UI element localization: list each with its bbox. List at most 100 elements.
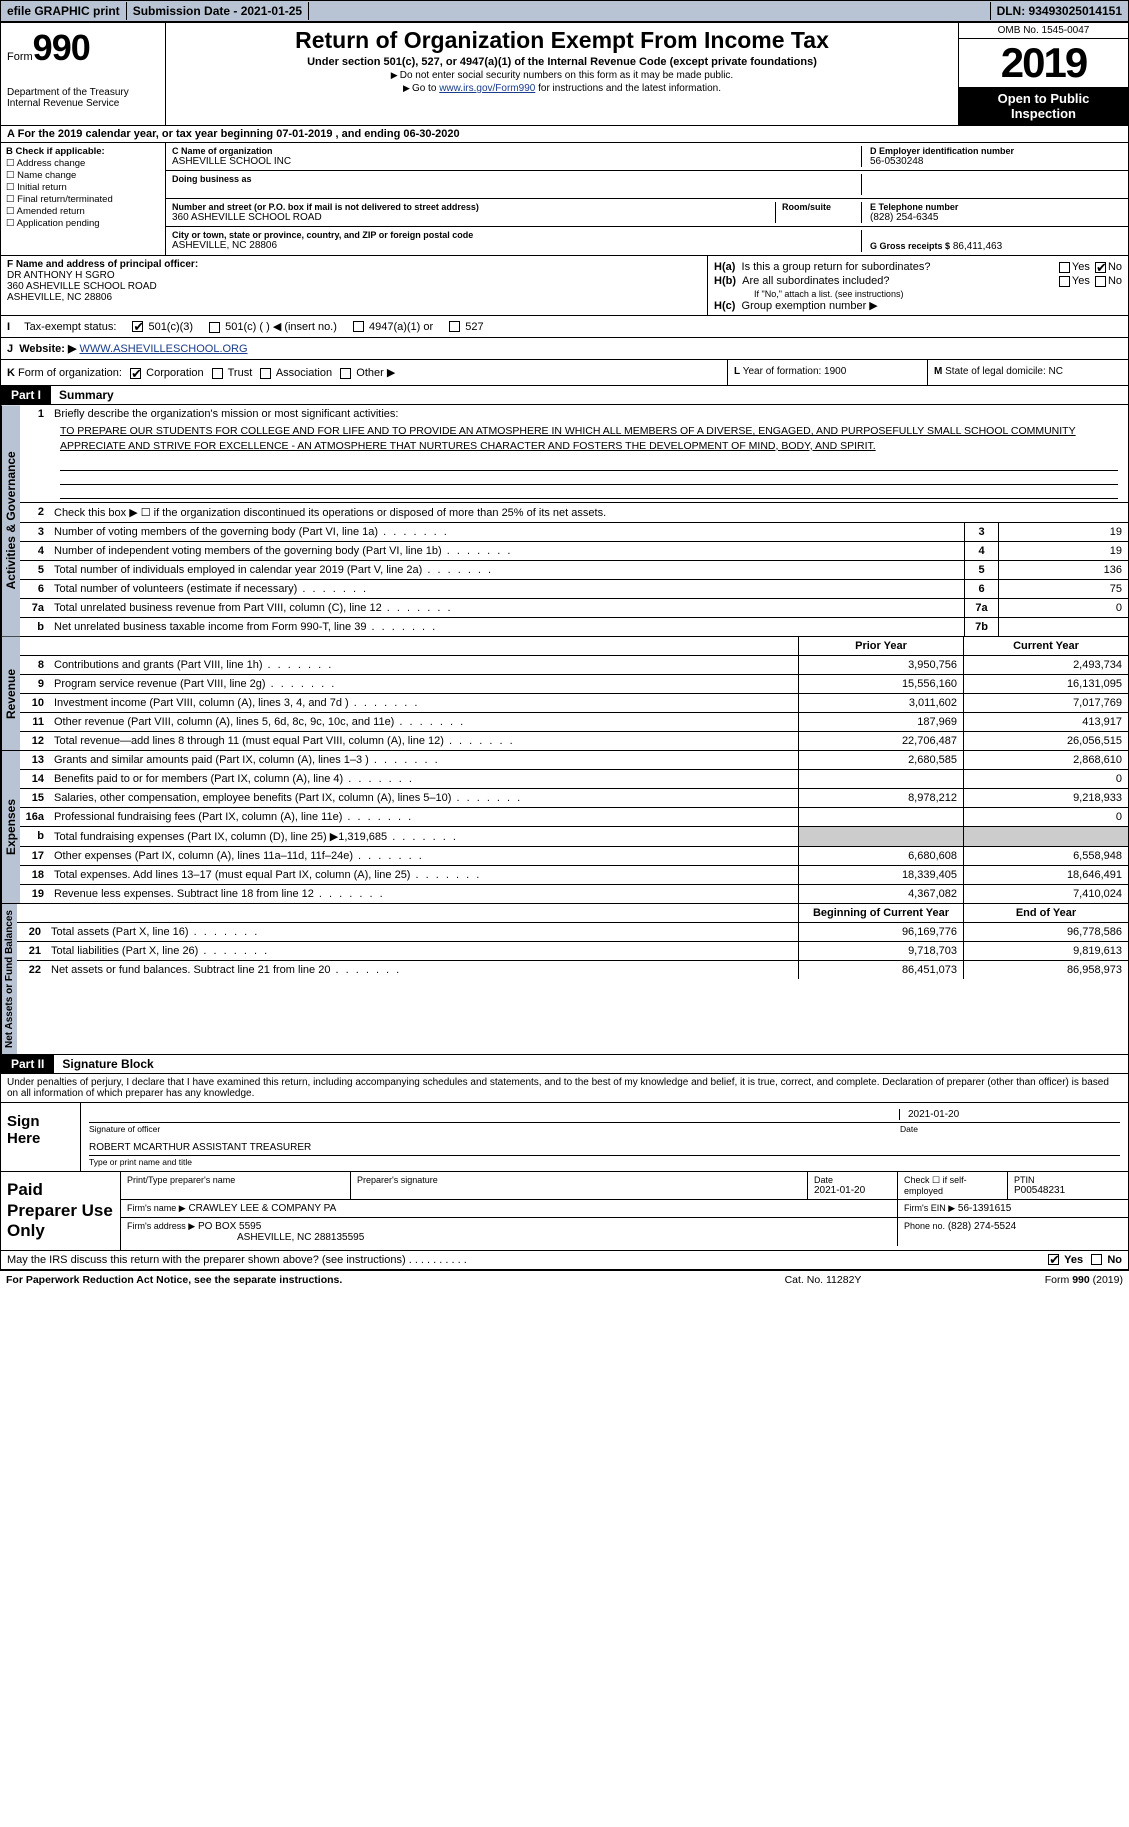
paid-preparer-block: Paid Preparer Use Only Print/Type prepar… <box>1 1172 1128 1250</box>
chk-501c3[interactable] <box>132 321 143 332</box>
tab-expenses: Expenses <box>1 751 20 903</box>
ein-label: D Employer identification number <box>870 146 1122 156</box>
tab-revenue: Revenue <box>1 637 20 750</box>
ha-yes[interactable] <box>1059 262 1070 273</box>
discuss-yes[interactable] <box>1048 1254 1059 1265</box>
org-name-label: C Name of organization <box>172 146 855 156</box>
part2-title: Signature Block <box>54 1055 161 1073</box>
ssn-note: Do not enter social security numbers on … <box>174 70 950 81</box>
sig-line-2: ROBERT MCARTHUR ASSISTANT TREASURER <box>89 1142 1120 1156</box>
fin-line-17: 17 Other expenses (Part IX, column (A), … <box>20 846 1128 865</box>
street-label: Number and street (or P.O. box if mail i… <box>172 202 775 212</box>
line2-text: Check this box ▶ ☐ if the organization d… <box>50 503 1128 522</box>
row-j-website: J Website: ▶ WWW.ASHEVILLESCHOOL.ORG <box>1 338 1128 360</box>
chk-amended-return[interactable]: ☐ Amended return <box>6 206 160 217</box>
header-mid: Return of Organization Exempt From Incom… <box>166 23 958 125</box>
header-left: Form990 Department of the Treasury Inter… <box>1 23 166 125</box>
prep-row-1: Print/Type preparer's name Preparer's si… <box>121 1172 1128 1200</box>
blank-line-3 <box>60 485 1118 499</box>
gov-line-3: 3 Number of voting members of the govern… <box>20 522 1128 541</box>
fin-line-19: 19 Revenue less expenses. Subtract line … <box>20 884 1128 903</box>
goto-post: for instructions and the latest informat… <box>535 83 721 94</box>
ptin-value: P00548231 <box>1014 1185 1122 1196</box>
gross-label: G Gross receipts $ <box>870 241 950 251</box>
chk-initial-return[interactable]: ☐ Initial return <box>6 182 160 193</box>
ein-value: 56-0530248 <box>870 156 1122 167</box>
fin-line-8: 8 Contributions and grants (Part VIII, l… <box>20 655 1128 674</box>
part2-header-row: Part II Signature Block <box>1 1055 1128 1074</box>
tel-value: (828) 254-6345 <box>870 212 1122 223</box>
fin-line-10: 10 Investment income (Part VIII, column … <box>20 693 1128 712</box>
chk-name-change[interactable]: ☐ Name change <box>6 170 160 181</box>
part1-expenses: Expenses 13 Grants and similar amounts p… <box>1 751 1128 904</box>
goto-pre: Go to <box>412 83 439 94</box>
firm-addr1: PO BOX 5595 <box>198 1221 261 1232</box>
chk-association[interactable] <box>260 368 271 379</box>
gov-line-7a: 7a Total unrelated business revenue from… <box>20 598 1128 617</box>
part1-activities-governance: Activities & Governance 1 Briefly descri… <box>1 405 1128 637</box>
street-value: 360 ASHEVILLE SCHOOL ROAD <box>172 212 775 223</box>
chk-501c[interactable] <box>209 322 220 333</box>
officer-name: DR ANTHONY H SGRO <box>7 270 115 281</box>
fin-line-15: 15 Salaries, other compensation, employe… <box>20 788 1128 807</box>
i-text: Tax-exempt status: <box>24 321 116 333</box>
tel-label: E Telephone number <box>870 202 1122 212</box>
ha-text: Is this a group return for subordinates? <box>742 261 931 273</box>
chk-other[interactable] <box>340 368 351 379</box>
chk-address-change[interactable]: ☐ Address change <box>6 158 160 169</box>
ha-no[interactable] <box>1095 262 1106 273</box>
gross-value: 86,411,463 <box>953 241 1002 252</box>
h-c-row: H(c) Group exemption number ▶ <box>714 299 1122 312</box>
sig-officer-cap: Signature of officer <box>89 1123 900 1134</box>
line1-num: 1 <box>20 405 50 502</box>
gov-line-5: 5 Total number of individuals employed i… <box>20 560 1128 579</box>
prior-year-hdr: Prior Year <box>798 637 963 655</box>
prep-row-3: Firm's address ▶ PO BOX 5595 ASHEVILLE, … <box>121 1218 1128 1246</box>
discuss-no[interactable] <box>1091 1254 1102 1265</box>
hb-no[interactable] <box>1095 276 1106 287</box>
fin-line-22: 22 Net assets or fund balances. Subtract… <box>17 960 1128 979</box>
prep-sig-lab: Preparer's signature <box>357 1175 801 1185</box>
submission-date: Submission Date - 2021-01-25 <box>127 2 309 20</box>
current-year-hdr: Current Year <box>963 637 1128 655</box>
hb-yes[interactable] <box>1059 276 1070 287</box>
part1-badge: Part I <box>1 386 51 404</box>
form-990: Form990 Department of the Treasury Inter… <box>0 22 1129 1271</box>
open-line2: Inspection <box>961 106 1126 121</box>
dba-label: Doing business as <box>172 174 855 184</box>
chk-527[interactable] <box>449 321 460 332</box>
block-h: H(a) Is this a group return for subordin… <box>708 256 1128 315</box>
header-right: OMB No. 1545-0047 2019 Open to Public In… <box>958 23 1128 125</box>
hb-label: H(b) <box>714 275 736 287</box>
fin-line-20: 20 Total assets (Part X, line 16) 96,169… <box>17 922 1128 941</box>
period-text: For the 2019 calendar year, or tax year … <box>18 128 460 140</box>
fin-line-18: 18 Total expenses. Add lines 13–17 (must… <box>20 865 1128 884</box>
end-year-hdr: End of Year <box>963 904 1128 922</box>
cat-no: Cat. No. 11282Y <box>723 1274 923 1286</box>
firm-addr-lab: Firm's address ▶ <box>127 1221 195 1231</box>
chk-corporation[interactable] <box>130 368 141 379</box>
rev-header-row: Prior Year Current Year <box>20 637 1128 655</box>
fin-line-12: 12 Total revenue—add lines 8 through 11 … <box>20 731 1128 750</box>
fin-line-14: 14 Benefits paid to or for members (Part… <box>20 769 1128 788</box>
k-text: Form of organization: <box>18 367 122 379</box>
goto-note: Go to www.irs.gov/Form990 for instructio… <box>174 83 950 94</box>
h-a-row: H(a) Is this a group return for subordin… <box>714 261 1122 273</box>
fin-line-16a: 16a Professional fundraising fees (Part … <box>20 807 1128 826</box>
firm-ein-lab: Firm's EIN ▶ <box>904 1203 955 1213</box>
chk-trust[interactable] <box>212 368 223 379</box>
website-link[interactable]: WWW.ASHEVILLESCHOOL.ORG <box>79 343 247 355</box>
pra-notice: For Paperwork Reduction Act Notice, see … <box>6 1274 723 1286</box>
block-b: B Check if applicable: ☐ Address change … <box>1 143 166 255</box>
row-m: M State of legal domicile: NC <box>928 360 1128 385</box>
irs-label: Internal Revenue Service <box>7 98 159 109</box>
chk-final-return[interactable]: ☐ Final return/terminated <box>6 194 160 205</box>
dln: DLN: 93493025014151 <box>990 2 1128 20</box>
row-k-l-m: K Form of organization: Corporation Trus… <box>1 360 1128 386</box>
fin-line-b: b Total fundraising expenses (Part IX, c… <box>20 826 1128 846</box>
prep-row-2: Firm's name ▶ CRAWLEY LEE & COMPANY PA F… <box>121 1200 1128 1218</box>
chk-4947[interactable] <box>353 321 364 332</box>
top-bar: efile GRAPHIC print Submission Date - 20… <box>0 0 1129 22</box>
chk-application-pending[interactable]: ☐ Application pending <box>6 218 160 229</box>
form990-link[interactable]: www.irs.gov/Form990 <box>439 83 535 94</box>
